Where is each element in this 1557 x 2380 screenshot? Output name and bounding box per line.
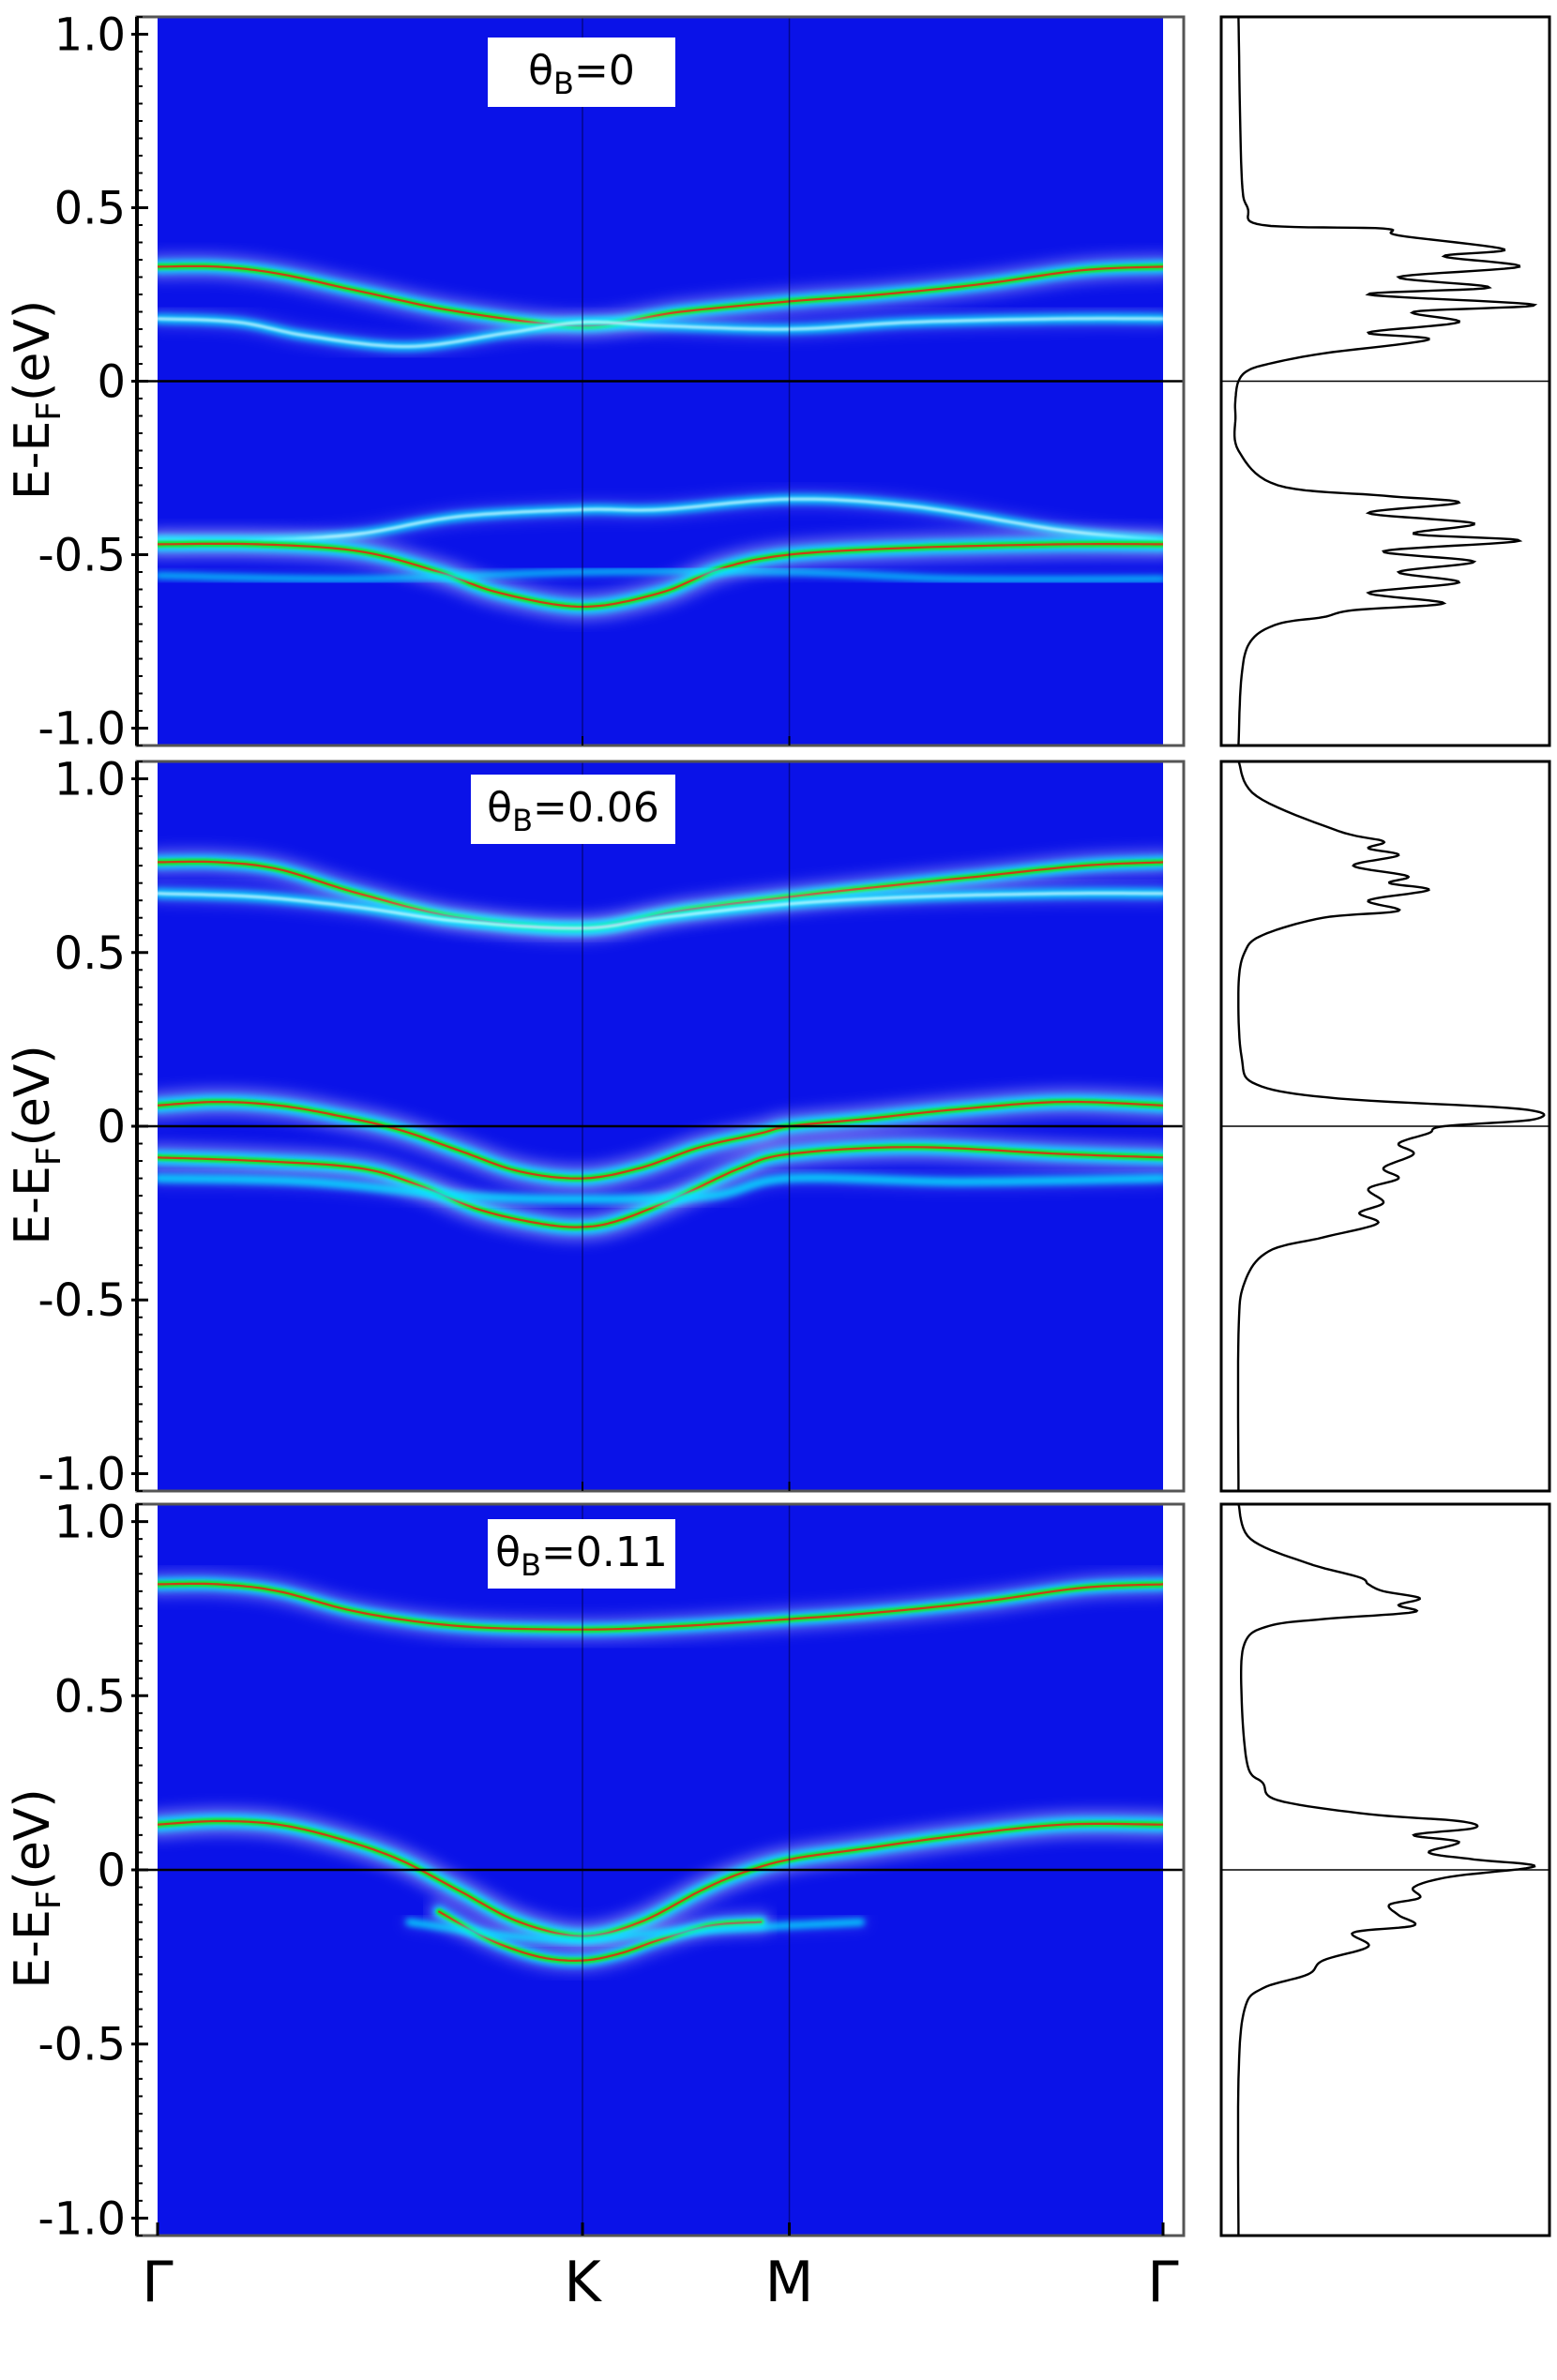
- theta-value: =0.11: [541, 1529, 668, 1576]
- theta-symbol: θ: [495, 1529, 521, 1576]
- theta-subscript: B: [553, 66, 574, 101]
- y-axis-label-unit: (eV): [5, 1045, 61, 1146]
- theta-value: =0.06: [533, 784, 659, 832]
- band-red-core: [158, 1582, 1163, 1631]
- theta-subscript: B: [512, 803, 533, 838]
- theta-subscript: B: [521, 1547, 541, 1583]
- y-tick-label: 0: [97, 1101, 126, 1153]
- y-axis-label-main: E-E: [5, 421, 61, 500]
- dos-frame: [1219, 760, 1551, 1493]
- band-white-core: [158, 892, 1163, 930]
- kpoint-label: Γ: [142, 2250, 174, 2315]
- y-tick-label: 0.5: [54, 1670, 126, 1723]
- y-tick-label: 1.0: [54, 1497, 126, 1549]
- y-tick-label: -0.5: [38, 2019, 126, 2071]
- theta-symbol: θ: [487, 784, 512, 832]
- theta-value: =0: [574, 47, 635, 95]
- theta-label: θB=0: [528, 47, 635, 101]
- dos-curve: [1232, 16, 1538, 746]
- y-tick-label: -1.0: [38, 2192, 126, 2245]
- theta-label: θB=0.11: [495, 1529, 668, 1583]
- y-axis-label-unit: (eV): [5, 1788, 61, 1890]
- band-cyan: [405, 1919, 866, 1943]
- bands-panel-top: 1.0 0.5 0 -0.5 -1.0 E-EF(eV) θB=0: [5, 9, 1186, 756]
- spectral-bands: [158, 1571, 1163, 1973]
- spectral-bands: [158, 849, 1163, 1242]
- spectral-bands: [158, 253, 1163, 622]
- y-tick-label: 0: [97, 356, 126, 409]
- dos-frame: [1219, 1502, 1551, 2237]
- y-tick-label: 0.5: [54, 927, 126, 980]
- y-tick-label: -0.5: [38, 530, 126, 582]
- band-cyan: [158, 568, 1163, 582]
- theta-label-box: [471, 775, 675, 844]
- y-tick-label: 1.0: [54, 754, 126, 806]
- kpoint-label: K: [564, 2250, 602, 2315]
- y-tick-label: -0.5: [38, 1274, 126, 1327]
- dos-curve: [1236, 761, 1546, 1491]
- kpoint-label: Γ: [1147, 2250, 1179, 2315]
- theta-symbol: θ: [528, 47, 553, 95]
- band-cyan: [158, 1173, 1163, 1204]
- dos-panel-top: [1219, 15, 1551, 747]
- kpoint-label: M: [765, 2250, 814, 2315]
- y-tick-label: 1.0: [54, 9, 126, 62]
- theta-label: θB=0.06: [487, 784, 659, 838]
- dos-panel-middle: [1219, 760, 1551, 1493]
- y-tick-label: -1.0: [38, 703, 126, 756]
- y-axis-label-unit: (eV): [5, 300, 61, 401]
- y-axis-label-sub: F: [30, 401, 68, 421]
- y-axis-label-sub: F: [30, 1146, 68, 1166]
- y-axis-label-sub: F: [30, 1890, 68, 1909]
- theta-label-box: [488, 1519, 675, 1589]
- band-red-core: [158, 1100, 1163, 1180]
- y-axis-label: E-EF(eV): [5, 300, 68, 500]
- dos-panel-bottom: [1219, 1502, 1551, 2237]
- theta-label-box: [488, 38, 675, 107]
- y-tick-label: 0: [97, 1845, 126, 1897]
- bands-panel-middle: 1.0 0.5 0 -0.5 -1.0 E-EF(eV) θB=0.06: [5, 754, 1186, 1500]
- dos-curve: [1236, 1503, 1536, 2236]
- y-tick-label: -1.0: [38, 1448, 126, 1500]
- y-axis-label-main: E-E: [5, 1166, 61, 1244]
- band-red-core: [158, 542, 1163, 609]
- bands-panel-bottom: 1.0 0.5 0 -0.5 -1.0 E-EF(eV) θB=0.11: [5, 1497, 1186, 2245]
- band-red-core: [158, 1146, 1163, 1228]
- y-axis-label: E-EF(eV): [5, 1045, 68, 1244]
- y-axis-label: E-EF(eV): [5, 1788, 68, 1988]
- y-tick-label: 0.5: [54, 183, 126, 235]
- y-axis-label-main: E-E: [5, 1909, 61, 1988]
- dos-frame: [1219, 15, 1551, 747]
